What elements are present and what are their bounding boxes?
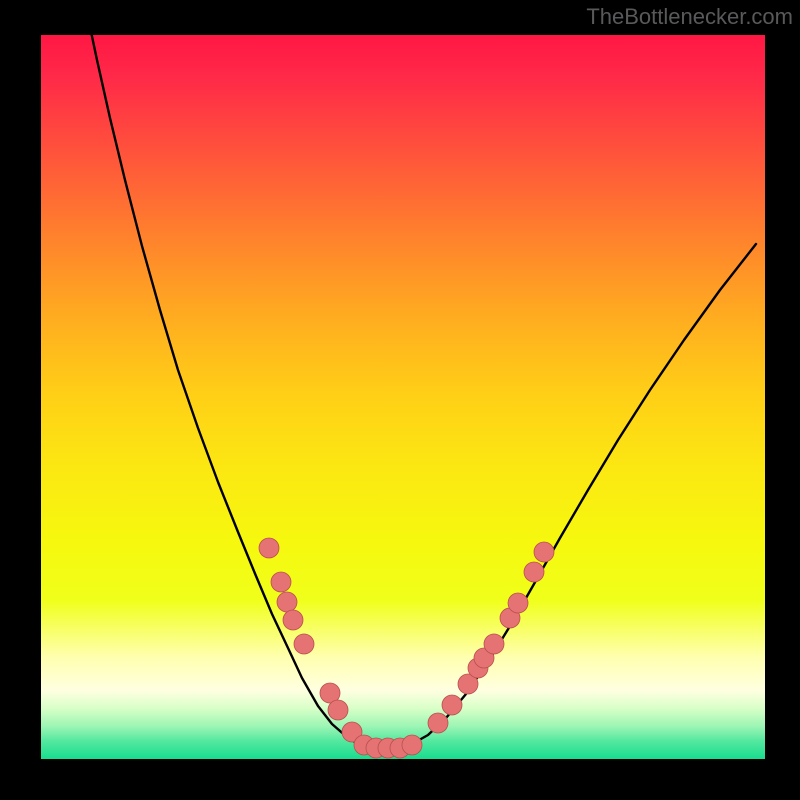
watermark-text: TheBottlenecker.com [586, 4, 793, 30]
plot-area [41, 35, 765, 759]
gradient-background [41, 35, 765, 759]
